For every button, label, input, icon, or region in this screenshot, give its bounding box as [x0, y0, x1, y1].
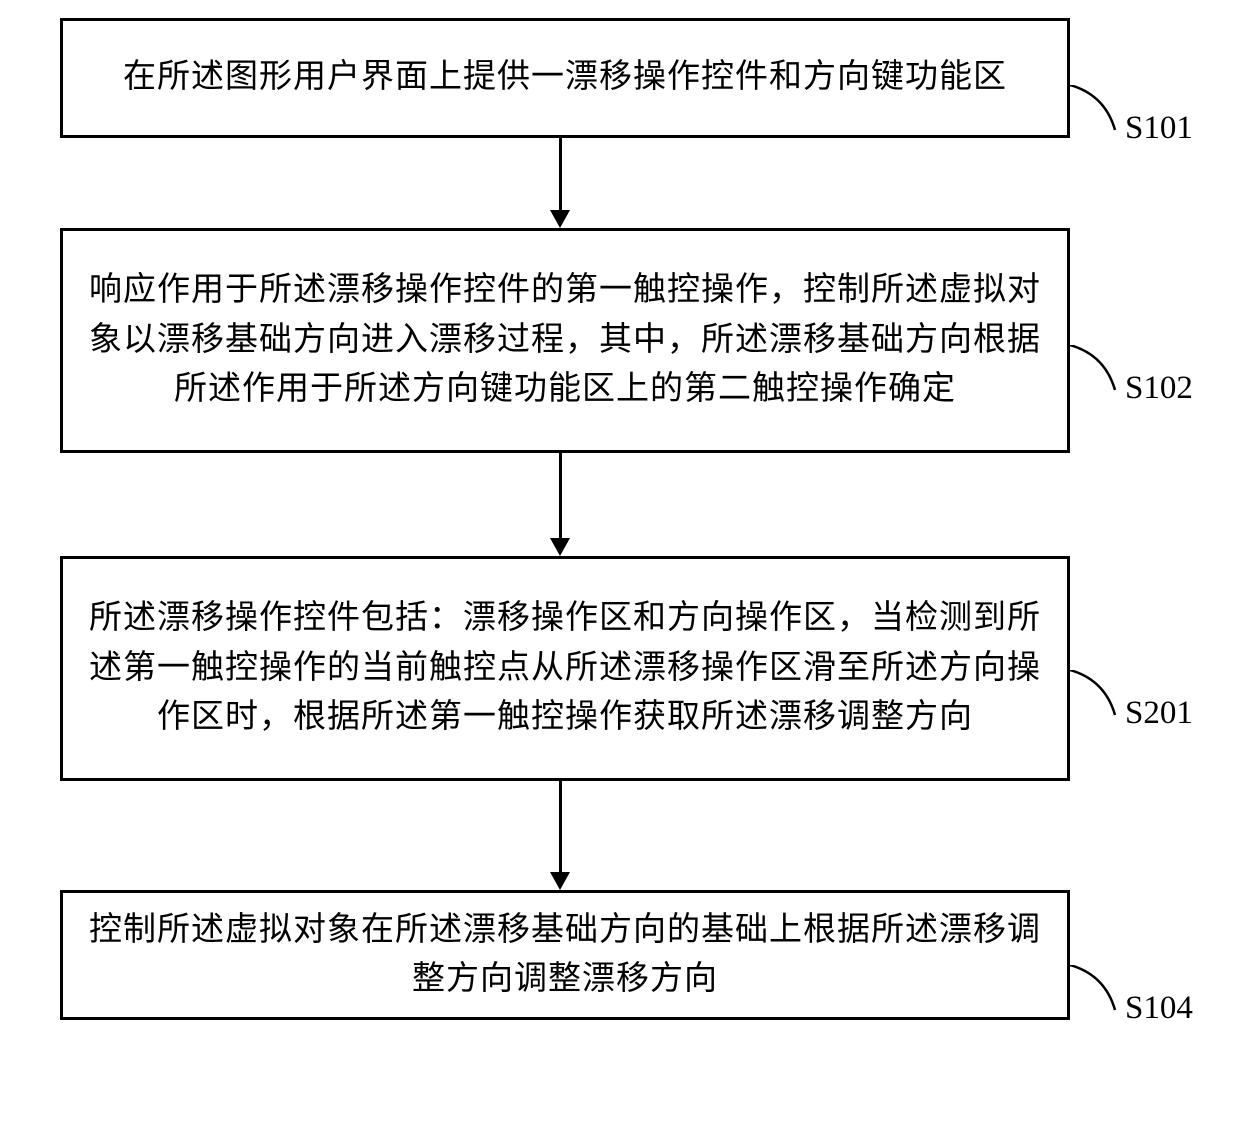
arrow-s102-s201 — [550, 538, 570, 556]
flow-step-s102-text: 响应作用于所述漂移操作控件的第一触控操作，控制所述虚拟对象以漂移基础方向进入漂移… — [87, 266, 1043, 415]
arrow-s101-s102 — [550, 210, 570, 228]
label-connector-s201 — [1070, 670, 1125, 725]
step-label-s101: S101 — [1125, 110, 1193, 147]
label-connector-s101 — [1070, 85, 1125, 140]
flow-step-s104: 控制所述虚拟对象在所述漂移基础方向的基础上根据所述漂移调整方向调整漂移方向 — [60, 890, 1070, 1020]
edge-s101-s102 — [559, 138, 562, 210]
arrow-s201-s104 — [550, 872, 570, 890]
flow-step-s201: 所述漂移操作控件包括：漂移操作区和方向操作区，当检测到所述第一触控操作的当前触控… — [60, 556, 1070, 781]
step-label-s104: S104 — [1125, 990, 1193, 1027]
label-connector-s102 — [1070, 345, 1125, 400]
flow-step-s102: 响应作用于所述漂移操作控件的第一触控操作，控制所述虚拟对象以漂移基础方向进入漂移… — [60, 228, 1070, 453]
flow-step-s101: 在所述图形用户界面上提供一漂移操作控件和方向键功能区 — [60, 18, 1070, 138]
flow-step-s101-text: 在所述图形用户界面上提供一漂移操作控件和方向键功能区 — [123, 53, 1007, 103]
flow-step-s104-text: 控制所述虚拟对象在所述漂移基础方向的基础上根据所述漂移调整方向调整漂移方向 — [87, 906, 1043, 1005]
step-label-s201: S201 — [1125, 695, 1193, 732]
step-label-s102: S102 — [1125, 370, 1193, 407]
flow-step-s201-text: 所述漂移操作控件包括：漂移操作区和方向操作区，当检测到所述第一触控操作的当前触控… — [87, 594, 1043, 743]
edge-s201-s104 — [559, 781, 562, 872]
label-connector-s104 — [1070, 965, 1125, 1020]
flowchart-container: 在所述图形用户界面上提供一漂移操作控件和方向键功能区 S101 响应作用于所述漂… — [0, 0, 1240, 1129]
edge-s102-s201 — [559, 453, 562, 538]
